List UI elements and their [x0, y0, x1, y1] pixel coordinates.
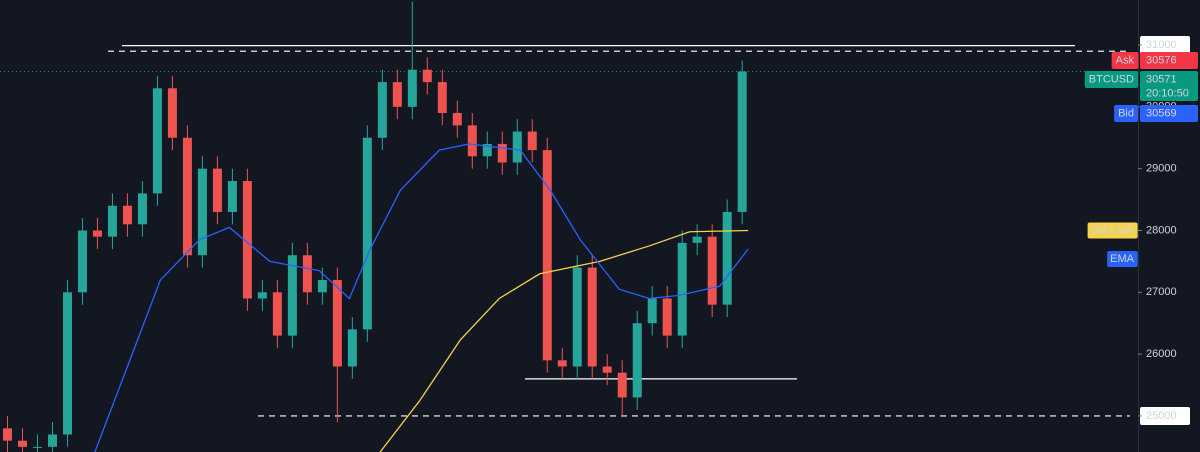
tick-highlight [1140, 36, 1190, 55]
candle-body [722, 211, 732, 305]
candle-body [302, 255, 312, 293]
quote-name-bg [1084, 71, 1139, 89]
quote-name-bg [1114, 105, 1138, 123]
candle-body [2, 428, 12, 441]
candle-body [572, 267, 582, 367]
quote-value-bg [1140, 52, 1198, 70]
candle-body [332, 279, 342, 367]
quote-value: 30576 [1146, 54, 1177, 66]
y-tick-label: 28000 [1146, 224, 1177, 236]
candle-body [47, 434, 57, 447]
candle-body [542, 150, 552, 361]
indicator-line [379, 229, 749, 452]
candle-body [197, 168, 207, 256]
candle-body [452, 113, 462, 126]
quote-name: Bid [1118, 107, 1134, 119]
candle-body [632, 323, 642, 398]
candle-body [182, 137, 192, 256]
y-tick-label: 25000 [1146, 410, 1177, 422]
candle-body [407, 69, 417, 107]
quote-value-bg [1140, 105, 1198, 123]
candle-body [17, 440, 27, 447]
y-tick-label: 29000 [1146, 163, 1177, 175]
candle-body [362, 137, 372, 330]
quote-value: 30569 [1146, 107, 1177, 119]
candle-body [587, 267, 597, 367]
candle-body [77, 230, 87, 293]
indicator-tag: EMA [1110, 253, 1135, 265]
candle-body [557, 360, 567, 367]
quote-value: 30571 [1146, 73, 1177, 85]
candle-body [227, 181, 237, 212]
indicator-tag-bg [1087, 222, 1138, 239]
candle-body [287, 255, 297, 336]
quote-value-bg [1140, 71, 1198, 102]
tick-highlight [1140, 406, 1190, 425]
indicator-tag-bg [1107, 251, 1138, 268]
candle-body [317, 279, 327, 293]
candle-body [707, 236, 717, 305]
candle-body [647, 298, 657, 324]
indicator-line [94, 143, 749, 452]
candle-body [62, 292, 72, 435]
quote-time: 20:10:50 [1146, 87, 1189, 99]
candle-body [602, 366, 612, 373]
candle-body [272, 292, 282, 336]
candle-body [437, 82, 447, 114]
candle-body [167, 88, 177, 138]
candle-body [527, 131, 537, 151]
candle-body [677, 242, 687, 336]
candle-body [347, 329, 357, 367]
candle-body [122, 205, 132, 225]
candle-body [32, 446, 42, 448]
candle-body [617, 372, 627, 398]
quote-name: BTCUSD [1089, 73, 1134, 85]
candle-body [242, 181, 252, 299]
candle-body [467, 125, 477, 157]
candle-body [737, 71, 747, 212]
y-tick-label: 31000 [1146, 39, 1177, 51]
candle-body [212, 168, 222, 212]
y-tick-label: 27000 [1146, 286, 1177, 298]
candle-body [512, 131, 522, 163]
candle-body [692, 236, 702, 243]
candle-body [392, 82, 402, 107]
y-tick-label: 26000 [1146, 348, 1177, 360]
candle-body [257, 292, 267, 299]
indicator-tag: SMA:MA [1091, 224, 1135, 236]
candle-body [152, 88, 162, 194]
quote-name-bg [1111, 52, 1139, 70]
candle-body [497, 143, 507, 163]
candle-body [377, 82, 387, 138]
candle-body [92, 230, 102, 237]
candle-body [482, 143, 492, 157]
quote-name: Ask [1116, 54, 1135, 66]
candle-body [107, 205, 117, 237]
candle-body [662, 298, 672, 336]
candle-body [137, 193, 147, 225]
candle-body [422, 69, 432, 83]
